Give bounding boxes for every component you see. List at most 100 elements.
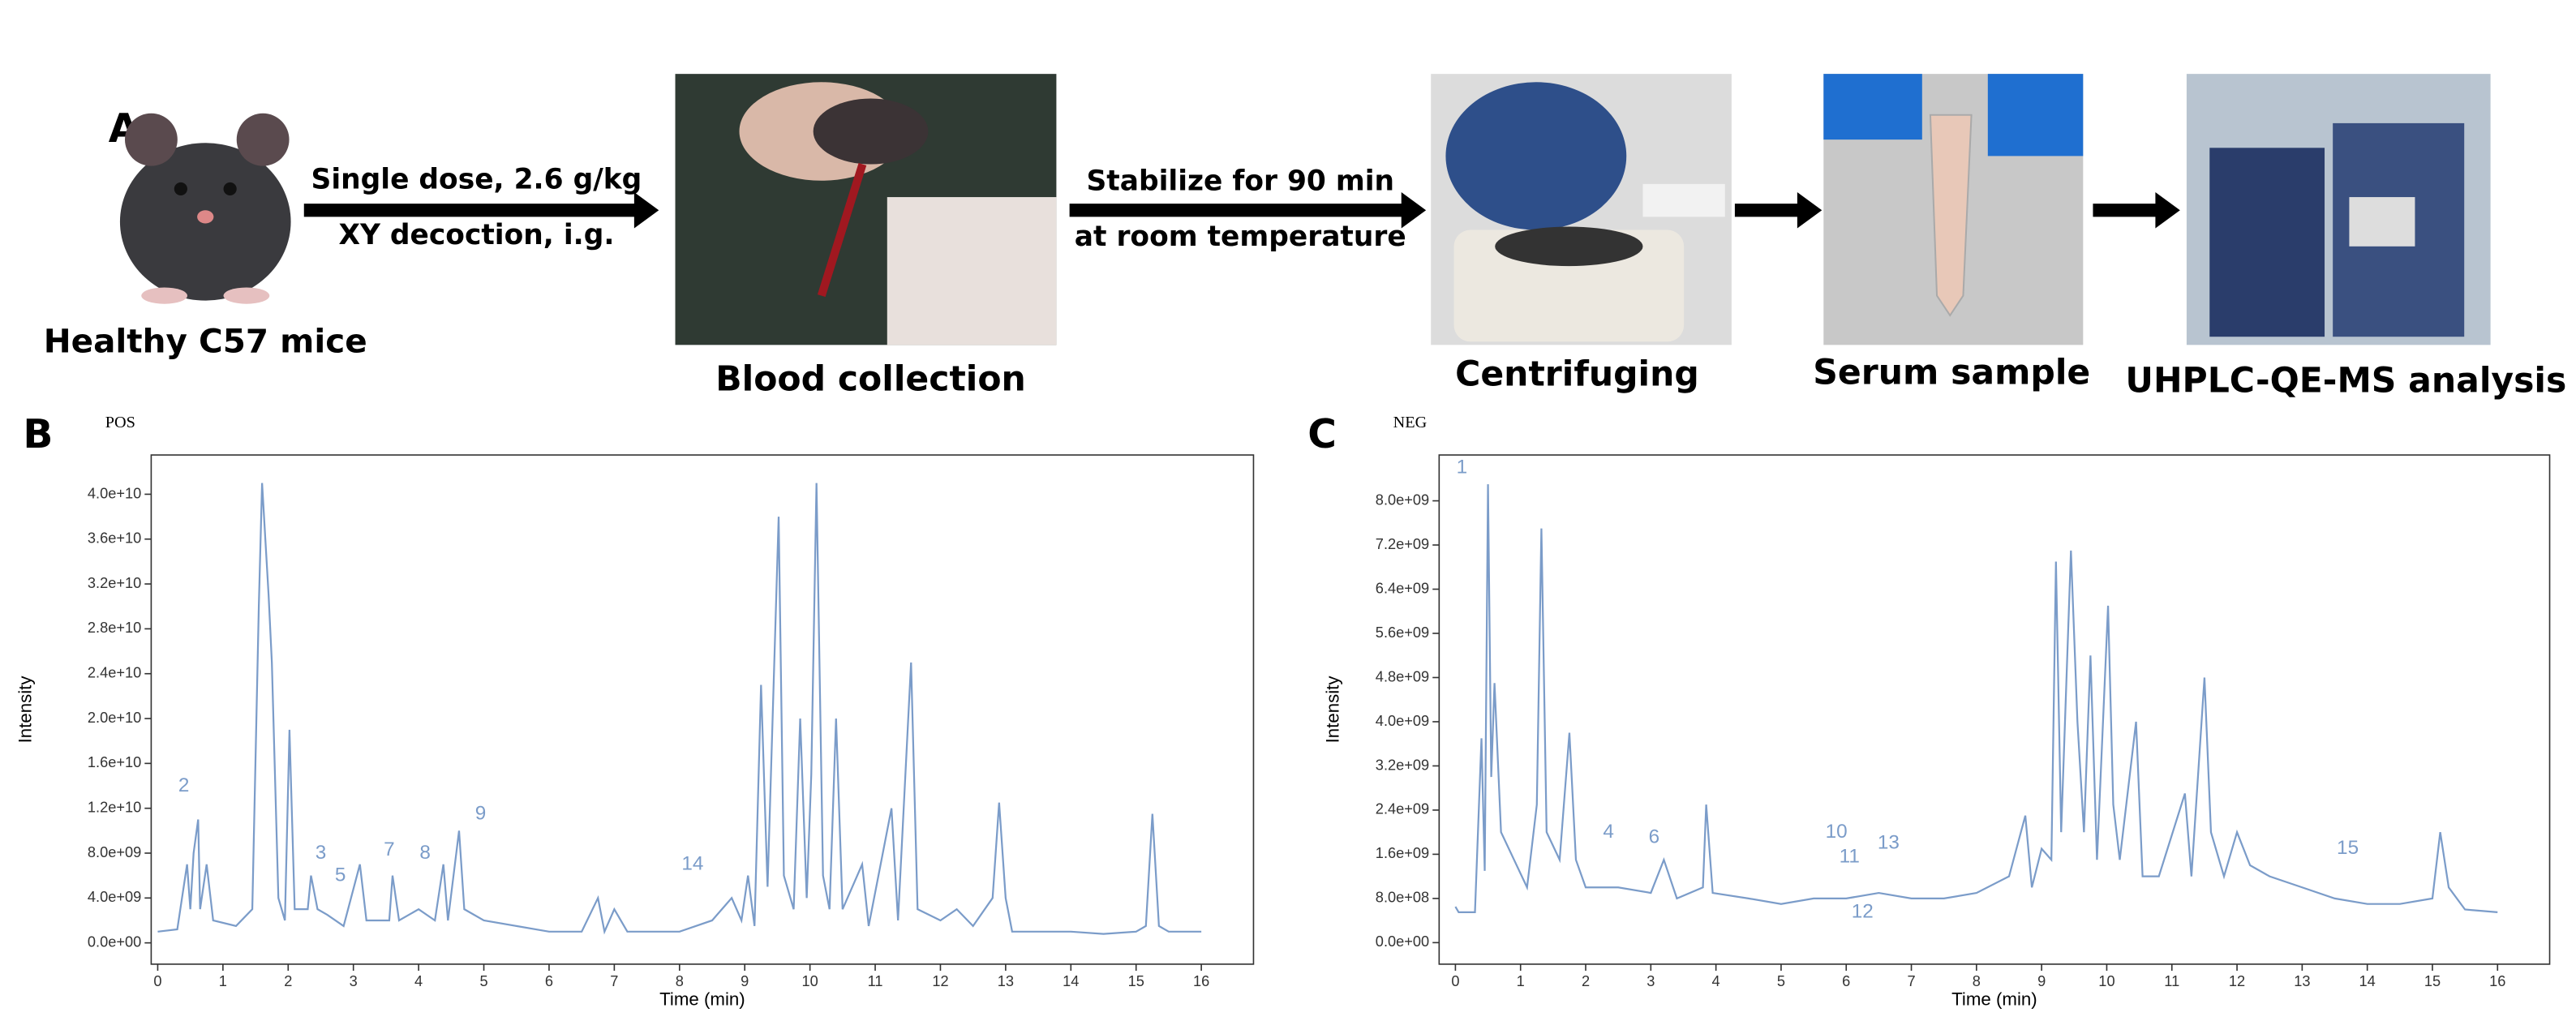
y-tick-label: 8.0e+08 [1376, 890, 1429, 906]
step-label: Blood collection [715, 359, 1026, 399]
peak-label: 12 [1852, 901, 1874, 923]
x-tick-label: 1 [219, 973, 227, 989]
y-axis-label: Intensity [1323, 676, 1343, 744]
step-label: UHPLC-QE-MS analysis [2125, 361, 2566, 401]
step-label: Serum sample [1813, 353, 2090, 393]
x-tick-label: 14 [2359, 973, 2376, 989]
x-tick-label: 13 [998, 973, 1014, 989]
peak-label: 5 [335, 864, 346, 886]
y-tick-label: 1.2e+10 [88, 799, 141, 815]
x-tick-label: 15 [2424, 973, 2441, 989]
arrow-label: Stabilize for 90 min [1087, 165, 1395, 197]
arrow-label: XY decoction, i.g. [338, 219, 614, 251]
x-axis-label: Time (min) [659, 989, 745, 1009]
chart-title: NEG [1393, 414, 1428, 431]
serum-photo [1823, 74, 2084, 345]
x-tick-label: 6 [1842, 973, 1850, 989]
y-tick-label: 0.0e+00 [88, 933, 141, 950]
step-label: Healthy C57 mice [44, 321, 367, 360]
arrow-head [1401, 191, 1427, 229]
y-tick-label: 1.6e+10 [88, 754, 141, 770]
x-tick-label: 8 [676, 973, 684, 989]
peak-label: 2 [178, 774, 190, 796]
x-tick-label: 13 [2294, 973, 2310, 989]
x-tick-label: 2 [1582, 973, 1590, 989]
chart-title: POS [105, 414, 135, 431]
panel-label: C [1307, 412, 1337, 457]
peak-label: 15 [2337, 837, 2359, 859]
y-tick-label: 4.0e+10 [88, 485, 141, 501]
y-tick-label: 5.6e+09 [1376, 624, 1429, 641]
x-tick-label: 9 [2037, 973, 2046, 989]
y-tick-label: 2.8e+10 [88, 620, 141, 636]
y-tick-label: 8.0e+09 [88, 844, 141, 860]
x-tick-label: 12 [932, 973, 948, 989]
peak-label: 9 [475, 803, 487, 825]
x-tick-label: 7 [610, 973, 618, 989]
peak-label: 4 [1603, 821, 1614, 843]
x-tick-label: 7 [1907, 973, 1915, 989]
arrow-label: Single dose, 2.6 g/kg [311, 163, 642, 195]
peak-label: 13 [1878, 831, 1900, 853]
y-tick-label: 1.6e+09 [1376, 845, 1429, 861]
peak-label: 3 [316, 842, 327, 864]
y-tick-label: 3.2e+10 [88, 575, 141, 591]
x-tick-label: 16 [2489, 973, 2505, 989]
x-tick-label: 5 [479, 973, 487, 989]
x-tick-label: 10 [801, 973, 818, 989]
y-tick-label: 0.0e+00 [1376, 933, 1429, 950]
peak-label: 14 [681, 853, 703, 875]
x-tick-label: 4 [414, 973, 423, 989]
peak-label: 7 [384, 839, 395, 860]
y-tick-label: 7.2e+09 [1376, 536, 1429, 552]
peak-label: 1 [1457, 456, 1468, 478]
arrow-head [2155, 191, 2180, 229]
x-tick-label: 6 [545, 973, 553, 989]
x-tick-label: 4 [1712, 973, 1720, 989]
arrow-head [633, 191, 659, 229]
y-tick-label: 4.8e+09 [1376, 668, 1429, 684]
peak-label: 8 [419, 842, 431, 864]
y-tick-label: 8.0e+09 [1376, 491, 1429, 508]
x-tick-label: 1 [1517, 973, 1525, 989]
panel-label: B [23, 412, 53, 457]
x-tick-label: 12 [2229, 973, 2245, 989]
x-tick-label: 8 [1973, 973, 1981, 989]
y-tick-label: 3.6e+10 [88, 530, 141, 547]
uhplc-photo [2186, 74, 2491, 345]
x-tick-label: 15 [1128, 973, 1144, 989]
x-tick-label: 3 [350, 973, 358, 989]
y-tick-label: 3.2e+09 [1376, 757, 1429, 773]
centrifuge-photo [1431, 74, 1732, 345]
x-tick-label: 0 [153, 973, 161, 989]
chromatogram-line [1454, 484, 2498, 914]
mouse-image [119, 113, 291, 304]
x-tick-label: 9 [741, 973, 749, 989]
x-tick-label: 3 [1646, 973, 1655, 989]
blood-photo [675, 74, 1057, 345]
x-tick-label: 11 [868, 973, 883, 989]
y-tick-label: 4.0e+09 [88, 889, 141, 905]
y-axis-label: Intensity [15, 676, 35, 744]
y-tick-label: 2.4e+09 [1376, 801, 1429, 817]
y-tick-label: 2.4e+10 [88, 665, 141, 681]
x-axis-label: Time (min) [1951, 989, 2037, 1009]
peak-label: 11 [1840, 845, 1860, 867]
peak-label: 6 [1649, 826, 1660, 848]
x-tick-label: 10 [2098, 973, 2114, 989]
chromatogram-line [157, 483, 1202, 935]
y-tick-label: 6.4e+09 [1376, 580, 1429, 596]
x-tick-label: 11 [2164, 973, 2179, 989]
peak-label: 10 [1826, 821, 1848, 843]
plot-frame [1438, 454, 2551, 965]
arrow-label: at room temperature [1075, 221, 1406, 253]
y-tick-label: 4.0e+09 [1376, 713, 1429, 729]
x-tick-label: 16 [1193, 973, 1209, 989]
plot-frame [150, 454, 1255, 965]
x-tick-label: 14 [1063, 973, 1079, 989]
x-tick-label: 2 [284, 973, 292, 989]
x-tick-label: 0 [1451, 973, 1459, 989]
